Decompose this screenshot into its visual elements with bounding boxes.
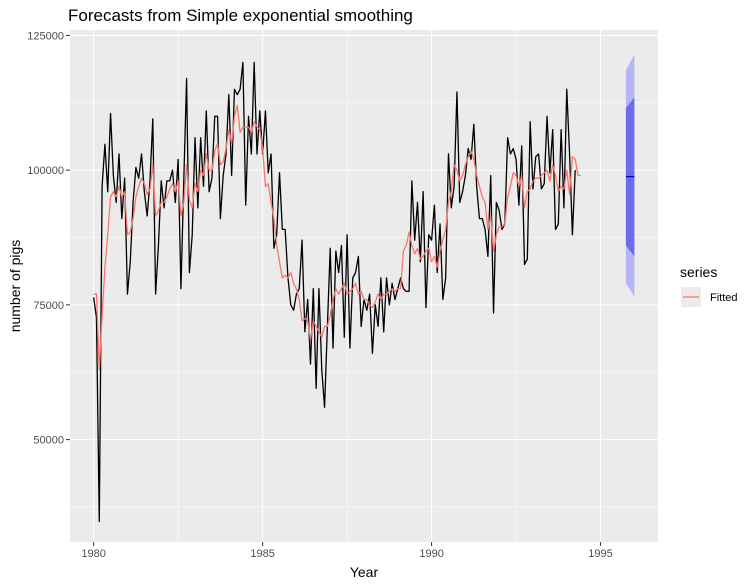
x-tick-label: 1980 [81,548,105,560]
legend: series Fitted [680,264,738,307]
axes: 1980 1985 1990 1995 50000 75000 100000 125000 [27,30,613,560]
prediction-intervals [625,54,635,297]
fitted-series-line [93,104,581,371]
x-tick-label: 1995 [588,548,612,560]
x-tick-label: 1990 [419,548,443,560]
series-lines [93,61,635,523]
y-tick-label: 100000 [27,165,64,177]
legend-title: series [680,264,717,280]
plot-panel [70,30,658,542]
x-tick-label: 1985 [250,548,274,560]
x-axis-title: Year [350,564,379,580]
chart-title: Forecasts from Simple exponential smooth… [68,6,413,25]
y-tick-label: 75000 [33,300,64,312]
y-tick-label: 125000 [27,30,64,42]
legend-label-fitted: Fitted [710,292,738,304]
y-axis-title: number of pigs [7,240,23,333]
y-tick-label: 50000 [33,435,64,447]
